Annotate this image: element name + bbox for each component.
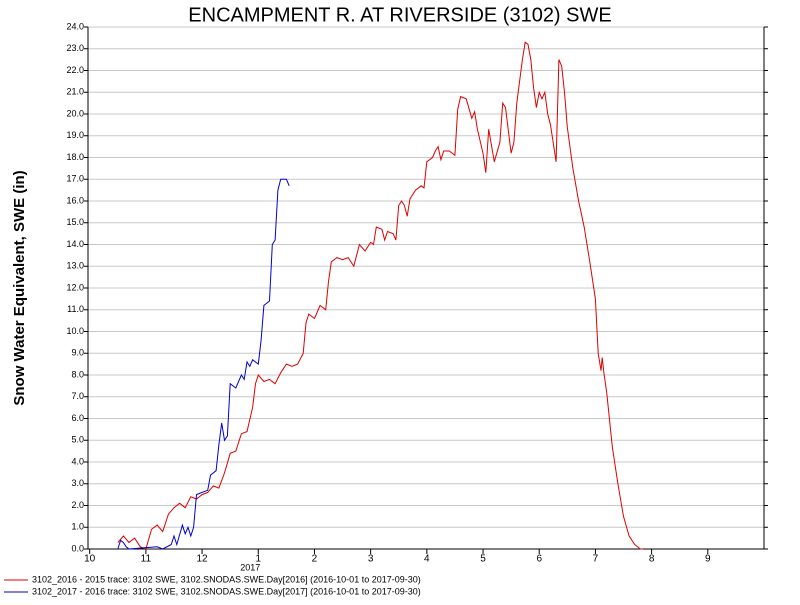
y-tick-label: 8.0 [71,369,84,379]
y-tick-label: 0.0 [71,543,84,553]
x-tick-label: 7 [593,554,599,565]
x-tick-label: 9 [705,554,711,565]
x-tick-label: 1 [255,554,261,565]
series-line [117,41,644,550]
y-tick-label: 19.0 [66,130,84,140]
y-tick-label: 7.0 [71,391,84,401]
y-tick-label: 14.0 [66,239,84,249]
y-tick-label: 17.0 [66,174,84,184]
chart-title: ENCAMPMENT R. AT RIVERSIDE (3102) SWE [188,4,611,26]
x-tick-label: 12 [197,554,209,565]
y-tick-label: 10.0 [66,326,84,336]
y-tick-label: 21.0 [66,87,84,97]
x-tick-label: 2 [312,554,318,565]
x-tick-label: 5 [480,554,486,565]
year-label: 2017 [240,562,260,572]
y-tick-label: 11.0 [67,304,84,314]
y-tick-label: 22.0 [66,65,84,75]
y-tick-label: 13.0 [66,261,84,271]
y-tick-label: 1.0 [71,522,84,532]
y-tick-label: 23.0 [66,43,84,53]
x-tick-label: 8 [649,554,655,565]
x-tick-label: 11 [141,554,152,565]
series-line [117,178,290,550]
y-tick-label: 9.0 [71,348,84,358]
x-tick-label: 6 [536,554,542,565]
legend-label: 3102_2017 - 2016 trace: 3102 SWE, 3102.S… [32,586,421,596]
y-axis-label: Snow Water Equivalent, SWE (in) [11,170,28,405]
y-tick-label: 5.0 [71,435,84,445]
y-tick-label: 6.0 [71,413,84,423]
y-tick-label: 12.0 [66,282,84,292]
y-tick-label: 15.0 [66,217,84,227]
y-tick-label: 2.0 [71,500,84,510]
y-tick-label: 4.0 [71,456,84,466]
y-tick-label: 20.0 [66,108,84,118]
y-tick-label: 18.0 [66,152,84,162]
legend-label: 3102_2016 - 2015 trace: 3102 SWE, 3102.S… [32,574,421,584]
x-tick-label: 10 [84,554,96,565]
x-tick-label: 3 [368,554,374,565]
y-tick-label: 3.0 [71,478,84,488]
y-tick-label: 24.0 [66,21,84,31]
y-tick-label: 16.0 [66,195,84,205]
x-tick-label: 4 [424,554,430,565]
